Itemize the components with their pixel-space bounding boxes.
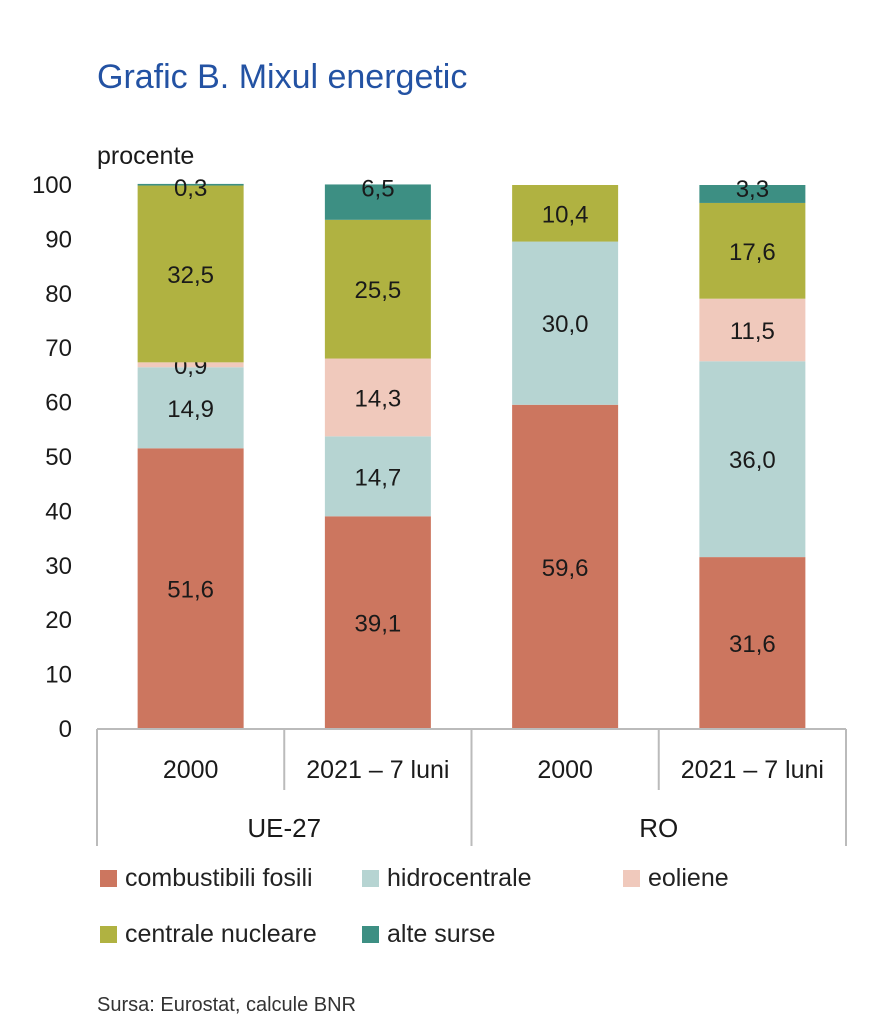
data-label: 14,7 (355, 464, 402, 491)
y-axis-label: procente (97, 142, 194, 170)
data-label: 0,3 (174, 175, 207, 202)
legend-swatch-hidro (362, 870, 379, 887)
data-label: 6,5 (361, 175, 394, 202)
legend-swatch-combustibili (100, 870, 117, 887)
legend-item-hidro: hidrocentrale (362, 864, 532, 893)
legend-label: centrale nucleare (125, 920, 317, 948)
x-group-label: RO (639, 813, 678, 843)
x-tick-label: 2021 – 7 luni (681, 756, 824, 784)
legend-label: alte surse (387, 920, 496, 948)
data-label: 30,0 (542, 311, 589, 338)
y-tick-label: 100 (32, 172, 72, 199)
legend-item-nucleare: centrale nucleare (100, 920, 317, 949)
bar-segment (324, 436, 431, 517)
x-tick-label: 2000 (163, 756, 219, 784)
data-label: 59,6 (542, 555, 589, 582)
data-label: 51,6 (167, 577, 214, 604)
y-tick-label: 90 (45, 226, 72, 253)
bar-segment (137, 448, 244, 729)
bar-segment (137, 367, 244, 449)
bar-segment (512, 404, 619, 729)
x-group-label: UE-27 (247, 813, 321, 843)
bar-segment (137, 185, 244, 363)
bar-segment (512, 241, 619, 405)
data-label: 17,6 (729, 239, 776, 266)
y-tick-label: 30 (45, 553, 72, 580)
bar-segment (699, 361, 806, 558)
data-label: 36,0 (729, 447, 776, 474)
data-label: 25,5 (355, 277, 402, 304)
y-tick-label: 70 (45, 335, 72, 362)
bar-segment (699, 557, 806, 729)
bar-segment (699, 202, 806, 299)
legend-swatch-eoliene (623, 870, 640, 887)
bar-segment (699, 185, 806, 203)
y-tick-label: 10 (45, 662, 72, 689)
x-tick-label: 2000 (537, 756, 593, 784)
stacked-bar-chart: procente 0 10 20 30 40 50 60 70 80 90 100 51,6 14,9 0,… (32, 142, 847, 846)
legend-swatch-alte (362, 926, 379, 943)
y-tick-label: 40 (45, 498, 72, 525)
legend-label: combustibili fosili (125, 864, 313, 892)
y-tick-label: 60 (45, 390, 72, 417)
data-label: 14,3 (355, 385, 402, 412)
y-tick-label: 20 (45, 607, 72, 634)
data-label: 3,3 (736, 176, 769, 203)
legend-item-eoliene: eoliene (623, 864, 729, 893)
bar-segment (699, 298, 806, 362)
data-label: 39,1 (355, 611, 402, 638)
y-tick-label: 0 (59, 716, 72, 743)
legend-item-alte: alte surse (362, 920, 495, 949)
legend-swatch-nucleare (100, 926, 117, 943)
x-tick-label: 2021 – 7 luni (306, 756, 449, 784)
data-label: 10,4 (542, 201, 589, 228)
legend-label: eoliene (648, 864, 729, 892)
bar-segment (137, 183, 244, 186)
data-label: 31,6 (729, 631, 776, 658)
legend-label: hidrocentrale (387, 864, 532, 892)
y-tick-label: 80 (45, 281, 72, 308)
bar-segment (324, 184, 431, 220)
bar-segment (324, 219, 431, 359)
source-note: Sursa: Eurostat, calcule BNR (97, 994, 356, 1016)
bar-segment (324, 358, 431, 437)
data-label: 14,9 (167, 396, 214, 423)
chart-title: Grafic B. Mixul energetic (97, 58, 468, 96)
data-label: 11,5 (730, 318, 775, 345)
bar-segment (137, 362, 244, 368)
bar-segment (324, 516, 431, 729)
bar-segment (512, 185, 619, 242)
legend-item-combustibili: combustibili fosili (100, 864, 313, 893)
y-tick-label: 50 (45, 444, 72, 471)
data-label: 32,5 (167, 262, 214, 289)
